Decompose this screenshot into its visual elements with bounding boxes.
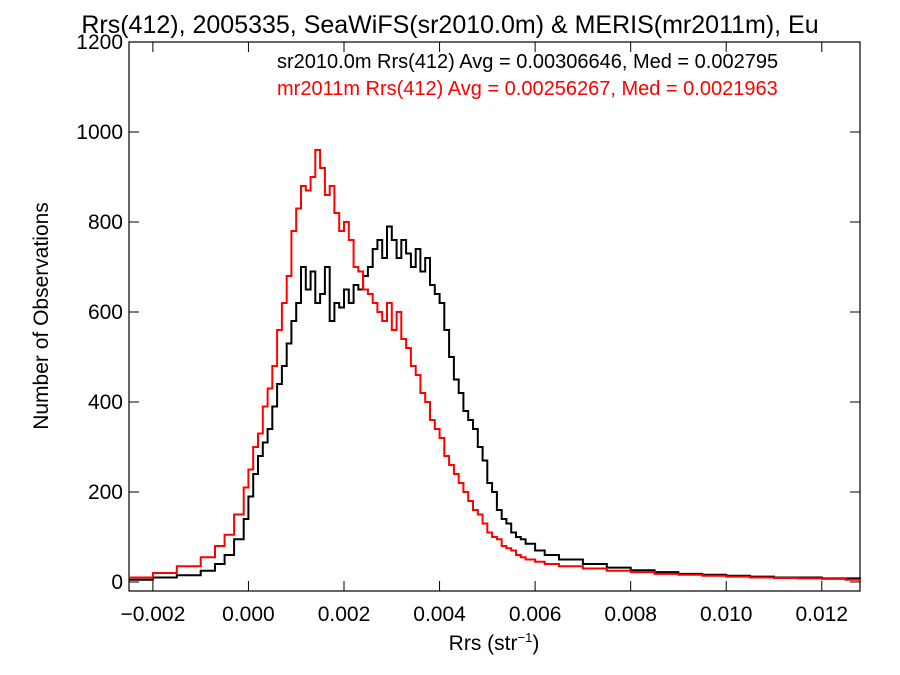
y-tick-label: 1200	[76, 31, 123, 54]
x-tick-label: 0.012	[795, 603, 848, 626]
y-tick-label: 1000	[76, 121, 123, 144]
x-axis-label: Rrs (str−1)	[449, 630, 540, 655]
x-tick-label: 0.004	[413, 603, 466, 626]
x-tick-label: 0.000	[222, 603, 275, 626]
x-tick-label: 0.006	[509, 603, 562, 626]
legend-entry-red: mr2011m Rrs(412) Avg = 0.00256267, Med =…	[277, 78, 778, 100]
y-tick-label: 400	[88, 391, 123, 414]
y-tick-label: 600	[88, 301, 123, 324]
x-tick-label: 0.002	[318, 603, 371, 626]
y-tick-label: 0	[111, 571, 123, 594]
y-axis: 0 200 400 600 800 1000 1200	[76, 31, 860, 594]
x-tick-label: −0.002	[120, 603, 185, 626]
y-axis-label: Number of Observations	[30, 202, 53, 430]
plot-frame	[128, 41, 861, 592]
x-tick-label: 0.010	[700, 603, 753, 626]
x-axis: −0.002 0.000 0.002 0.004 0.006 0.008 0.010 0.01…	[120, 42, 848, 626]
series-line-black	[129, 225, 861, 581]
series-line-red	[129, 149, 861, 581]
y-tick-label: 800	[88, 211, 123, 234]
x-tick-label: 0.008	[604, 603, 657, 626]
y-tick-label: 200	[88, 481, 123, 504]
series-group	[129, 149, 861, 581]
chart-title: Rrs(412), 2005335, SeaWiFS(sr2010.0m) & …	[81, 11, 818, 39]
legend-entry-black: sr2010.0m Rrs(412) Avg = 0.00306646, Med…	[277, 51, 778, 73]
